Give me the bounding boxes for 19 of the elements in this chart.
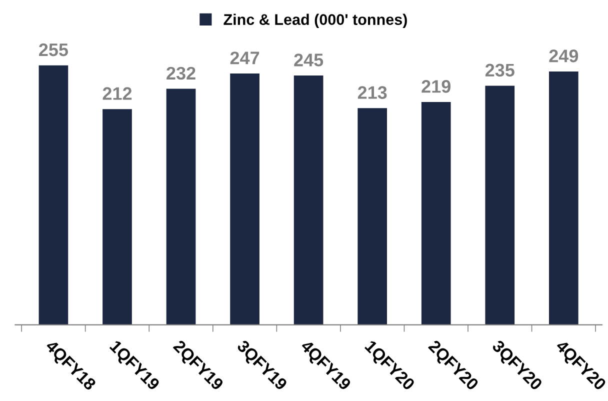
bar: [230, 73, 260, 325]
bar: [294, 76, 324, 325]
data-label: 235: [485, 64, 514, 77]
bar: [485, 86, 515, 325]
bar: [102, 109, 132, 325]
data-label: 255: [39, 43, 68, 56]
bar: [358, 108, 387, 325]
data-label: 245: [294, 54, 324, 66]
data-label: 247: [230, 52, 260, 64]
legend-label: Zinc & Lead (000' tonnes): [224, 14, 407, 28]
bar: [548, 71, 578, 325]
data-label: 213: [358, 86, 387, 99]
data-label: 212: [102, 87, 132, 100]
bar: [166, 88, 196, 325]
data-label: 249: [549, 50, 578, 62]
bar: [421, 102, 451, 325]
data-label: 232: [166, 66, 196, 80]
bar: [38, 65, 68, 325]
data-label: 219: [422, 80, 450, 93]
